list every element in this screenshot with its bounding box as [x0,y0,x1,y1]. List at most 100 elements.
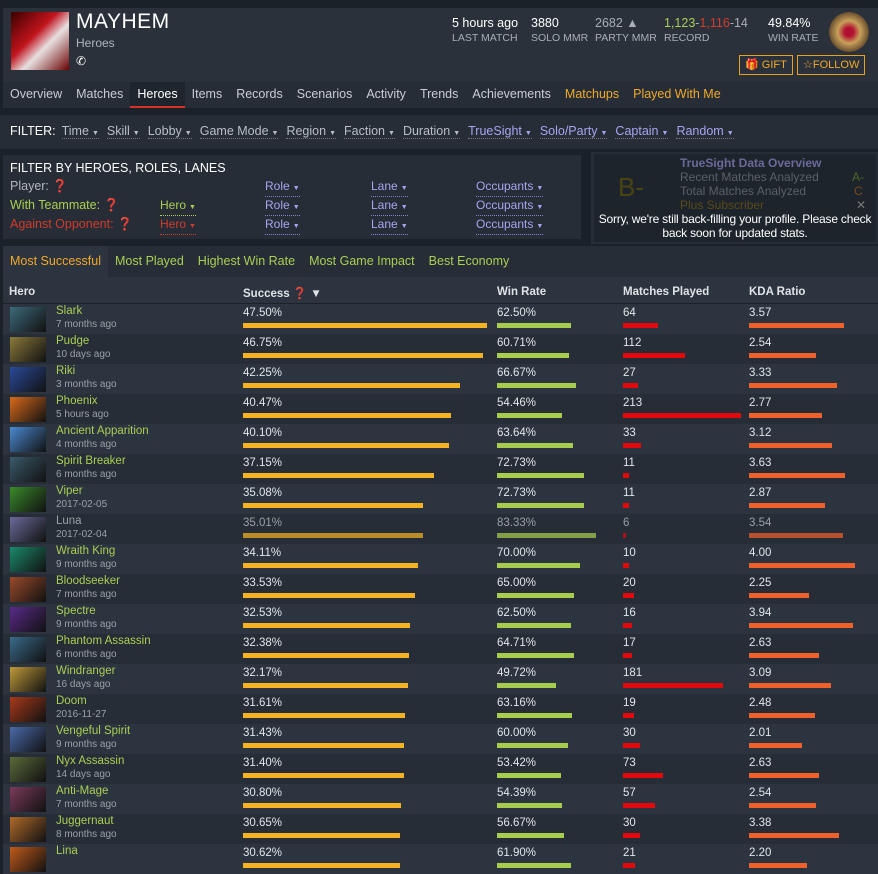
role-filter-dropdown[interactable]: Role ▼ [265,179,300,197]
hero-portrait[interactable] [10,727,46,752]
nav-matches[interactable]: Matches [76,87,124,101]
col-success[interactable]: Success ❓ ▼ [243,288,322,300]
nav-items[interactable]: Items [191,87,223,101]
hero-name-link[interactable]: Phantom Assassin [56,635,151,647]
hero-name-link[interactable]: Riki [56,365,76,377]
tab-most-game-impact[interactable]: Most Game Impact [309,254,415,268]
hero-portrait[interactable] [10,817,46,842]
hero-name-link[interactable]: Nyx Assassin [56,755,125,767]
nav-played-with-me[interactable]: Played With Me [633,87,721,101]
hero-portrait[interactable] [10,787,46,812]
hero-name-link[interactable]: Ancient Apparition [56,425,149,437]
hero-last-played: 2016-11-27 [56,709,107,720]
tab-highest-win-rate[interactable]: Highest Win Rate [197,254,296,268]
filter-skill[interactable]: Skill ▼ [106,124,140,139]
hero-last-played: 9 months ago [56,559,117,570]
hero-name-link[interactable]: Luna [56,515,82,527]
hero-portrait[interactable] [10,697,46,722]
help-icon[interactable]: ❓ [117,217,133,231]
nav-trends[interactable]: Trends [419,87,459,101]
hero-portrait[interactable] [10,397,46,422]
nav-heroes[interactable]: Heroes [130,82,185,108]
hero-name-link[interactable]: Slark [56,305,83,317]
hero-portrait[interactable] [10,427,46,452]
hero-portrait[interactable] [10,517,46,542]
hero-name-link[interactable]: Pudge [56,335,90,347]
nav-activity[interactable]: Activity [366,87,406,101]
success-bar [243,473,434,478]
table-row: Wraith King 9 months ago 34.11% 70.00% 10 4.0… [3,544,878,574]
col-kda-ratio[interactable]: KDA Ratio [749,286,806,298]
hero-last-played: 16 days ago [56,679,111,690]
filter-solo-party[interactable]: Solo/Party ▼ [539,124,608,139]
record-abandons: 14 [733,16,748,30]
col-win-rate[interactable]: Win Rate [497,286,547,298]
filter-bar: FILTER: Time ▼ Skill ▼ Lobby ▼ Game Mode ▼ Region… [0,115,878,149]
hero-name-link[interactable]: Spirit Breaker [56,455,126,467]
nav-achievements[interactable]: Achievements [472,87,551,101]
filter-faction[interactable]: Faction ▼ [344,124,395,139]
filter-game-mode[interactable]: Game Mode ▼ [199,124,279,139]
hero-name-link[interactable]: Spectre [56,605,96,617]
matches-value: 213 [623,397,643,409]
help-icon[interactable]: ❓ [52,179,68,193]
tab-most-successful[interactable]: Most Successful [3,246,109,277]
hero-name-link[interactable]: Anti-Mage [56,785,109,797]
lane-filter-dropdown[interactable]: Lane ▼ [371,179,408,197]
hero-portrait[interactable] [10,307,46,332]
col-hero[interactable]: Hero [9,286,36,298]
hero-portrait[interactable] [10,337,46,362]
filter-lobby[interactable]: Lobby ▼ [147,124,192,139]
follow-button[interactable]: ☆FOLLOW [797,55,866,75]
role-filter-dropdown[interactable]: Role ▼ [265,198,300,216]
filter-duration[interactable]: Duration ▼ [402,124,461,139]
hero-name-link[interactable]: Phoenix [56,395,98,407]
nav-overview[interactable]: Overview [10,87,63,101]
hero-name-link[interactable]: Wraith King [56,545,116,557]
occupants-filter-dropdown[interactable]: Occupants ▼ [476,179,544,197]
hero-portrait[interactable] [10,487,46,512]
nav-records[interactable]: Records [236,87,283,101]
hero-portrait[interactable] [10,757,46,782]
hero-name-link[interactable]: Lina [56,845,78,857]
nav-matchups[interactable]: Matchups [564,87,620,101]
filter-captain[interactable]: Captain ▼ [615,124,669,139]
tab-best-economy[interactable]: Best Economy [428,254,510,268]
help-icon: ❓ [292,288,308,300]
col-matches-played[interactable]: Matches Played [623,286,710,298]
close-icon[interactable]: ✕ [856,198,867,212]
filter-truesight[interactable]: TrueSight ▼ [468,124,532,139]
filter-region[interactable]: Region ▼ [286,124,337,139]
help-icon[interactable]: ❓ [103,198,120,212]
role-filter-dropdown[interactable]: Role ▼ [265,217,300,235]
lane-filter-dropdown[interactable]: Lane ▼ [371,198,408,216]
filter-time[interactable]: Time ▼ [61,124,99,139]
occupants-filter-dropdown[interactable]: Occupants ▼ [476,217,544,235]
hero-portrait[interactable] [10,607,46,632]
hero-name-link[interactable]: Bloodseeker [56,575,120,587]
stat-record: 1,123-1,116-14 RECORD [664,16,748,44]
hero-name-link[interactable]: Vengeful Spirit [56,725,131,737]
hero-portrait[interactable] [10,847,46,872]
hero-name-link[interactable]: Windranger [56,665,116,677]
hero-portrait[interactable] [10,367,46,392]
hero-portrait[interactable] [10,457,46,482]
gift-button[interactable]: 🎁 GIFT [739,55,793,75]
tab-most-played[interactable]: Most Played [115,254,184,268]
hero-portrait[interactable] [10,637,46,662]
player-avatar[interactable] [11,12,69,70]
filter-random[interactable]: Random ▼ [676,124,734,139]
lane-filter-dropdown[interactable]: Lane ▼ [371,217,408,235]
hero-filter-dropdown[interactable]: Hero ▼ [160,217,196,235]
occupants-filter-dropdown[interactable]: Occupants ▼ [476,198,544,216]
nav-scenarios[interactable]: Scenarios [296,87,353,101]
kda-value: 2.25 [749,577,772,589]
hero-portrait[interactable] [10,547,46,572]
hero-filter-dropdown[interactable]: Hero ▼ [160,198,196,216]
hero-name-link[interactable]: Doom [56,695,87,707]
hero-name-link[interactable]: Viper [56,485,83,497]
hero-portrait[interactable] [10,577,46,602]
success-bar [243,803,402,808]
hero-portrait[interactable] [10,667,46,692]
hero-name-link[interactable]: Juggernaut [56,815,114,827]
